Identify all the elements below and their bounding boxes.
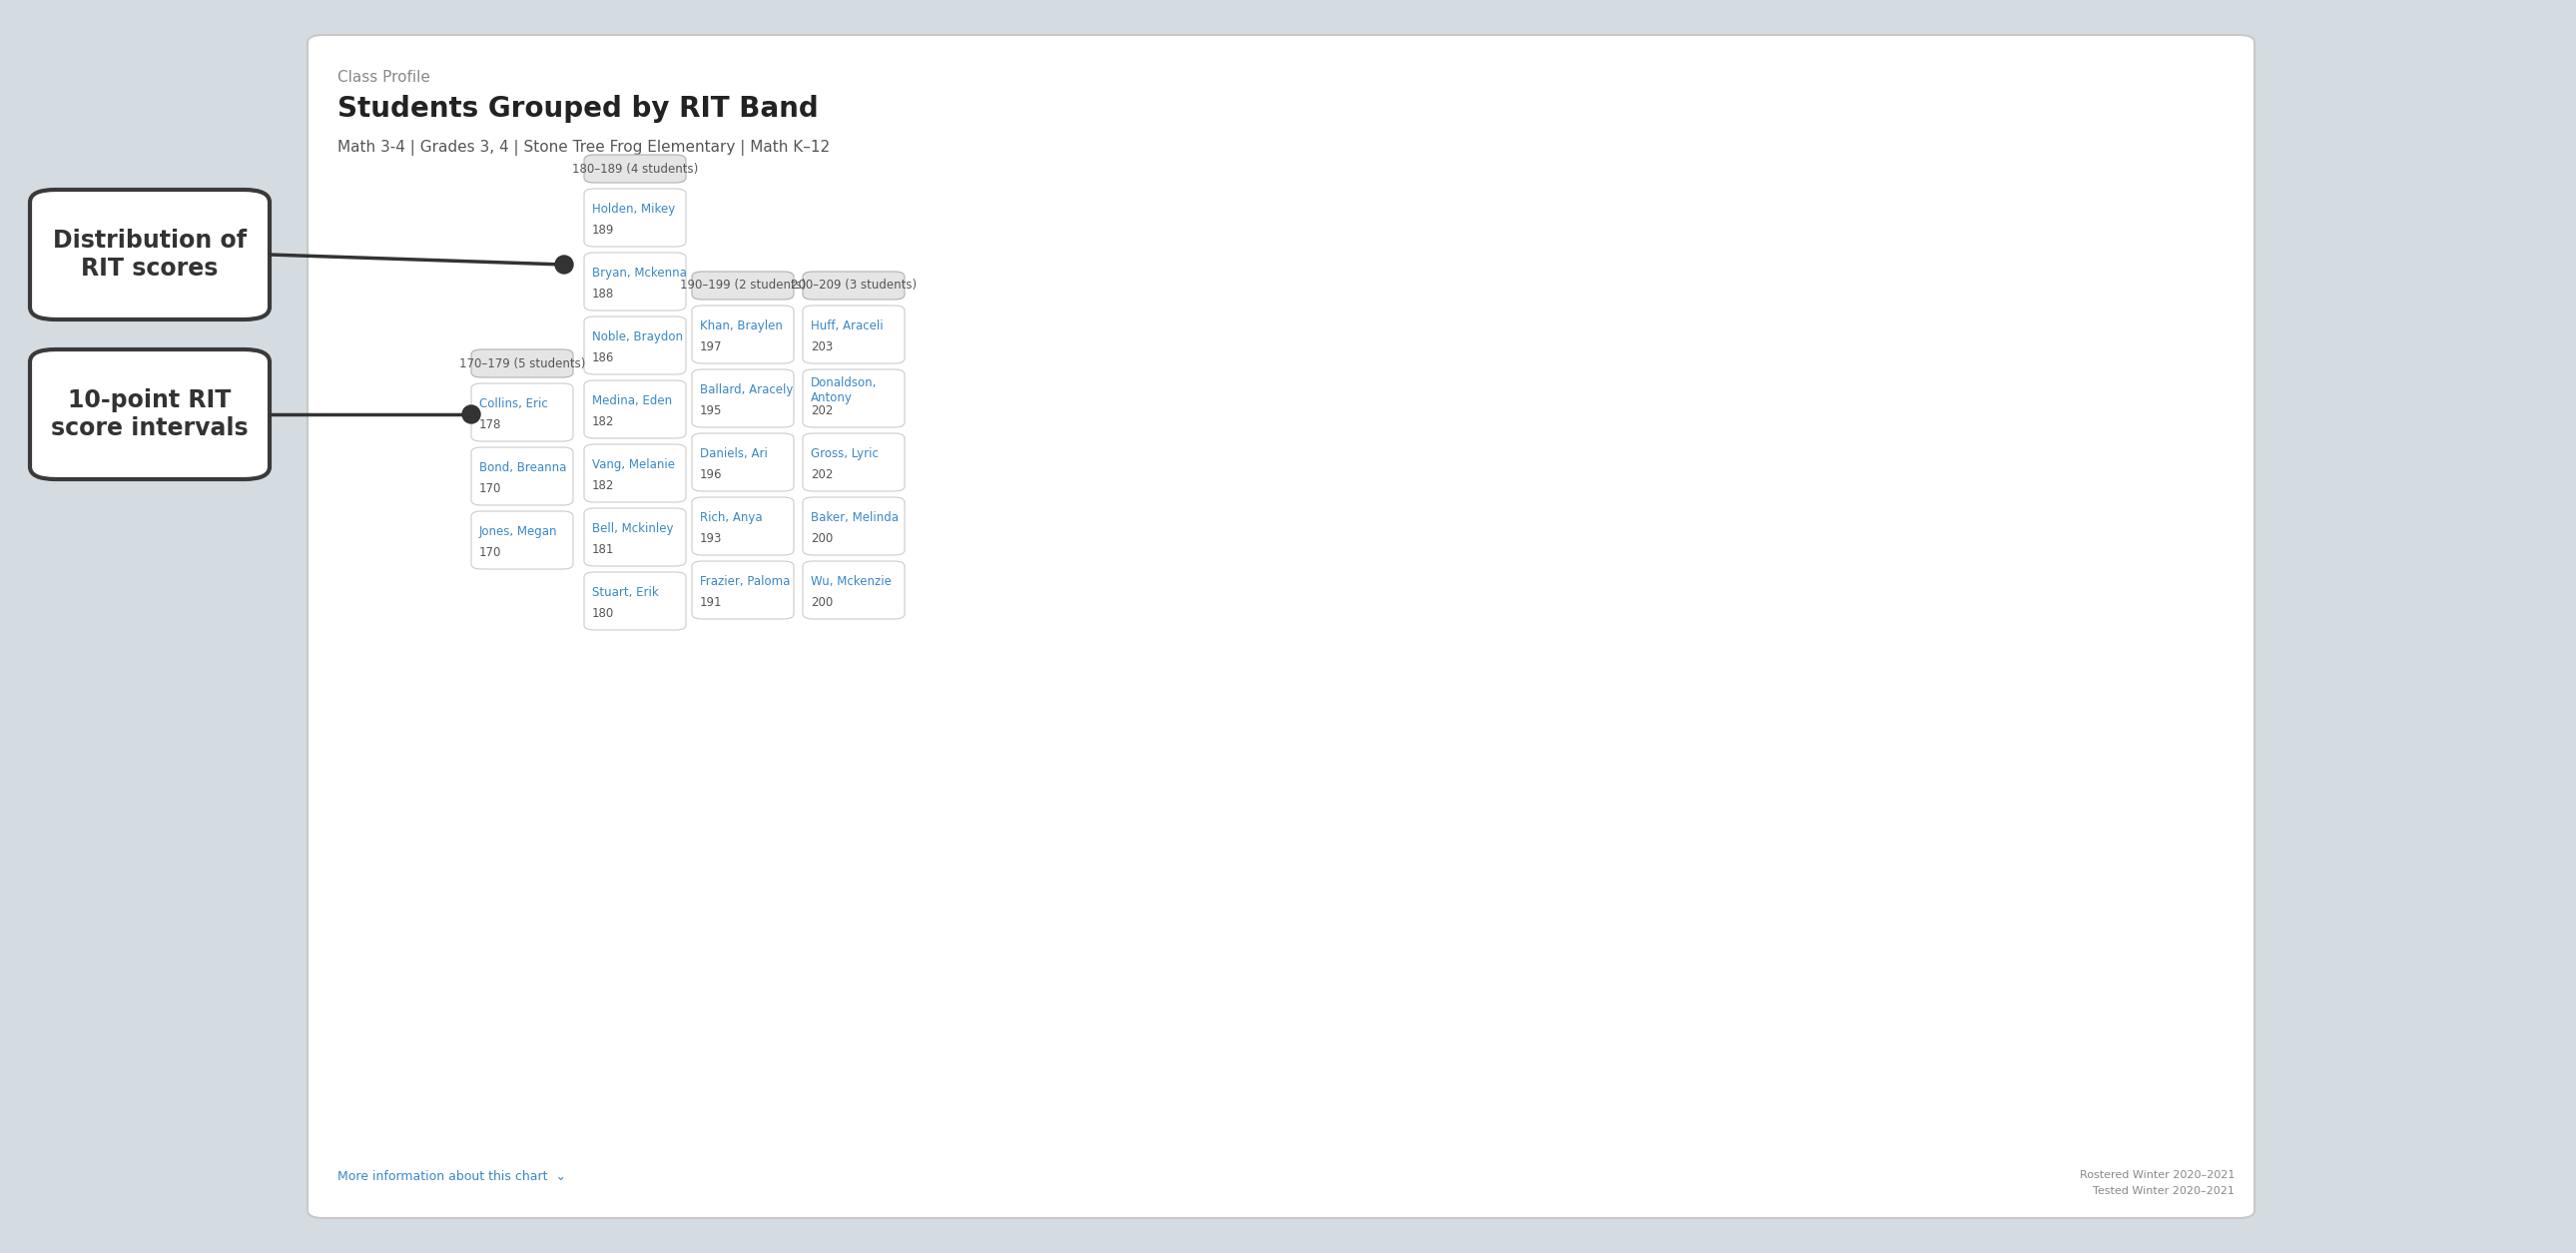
Text: More information about this chart  ⌄: More information about this chart ⌄ [337,1170,567,1183]
Text: 10-point RIT
score intervals: 10-point RIT score intervals [52,388,247,440]
Text: Noble, Braydon: Noble, Braydon [592,331,683,343]
Text: Collins, Eric: Collins, Eric [479,397,549,411]
Text: 191: 191 [701,596,721,609]
Text: 197: 197 [701,341,721,353]
Text: Daniels, Ari: Daniels, Ari [701,447,768,461]
Text: Bell, Mckinley: Bell, Mckinley [592,523,672,535]
Text: Stuart, Erik: Stuart, Erik [592,586,659,599]
Text: Khan, Braylen: Khan, Braylen [701,320,783,333]
Text: Rostered Winter 2020–2021: Rostered Winter 2020–2021 [2079,1170,2233,1180]
Text: Vang, Melanie: Vang, Melanie [592,459,675,471]
Text: 203: 203 [811,341,832,353]
Text: 182: 182 [592,480,616,492]
Text: 195: 195 [701,405,721,417]
Text: Bond, Breanna: Bond, Breanna [479,461,567,475]
Text: 189: 189 [592,224,616,237]
Text: Tested Winter 2020–2021: Tested Winter 2020–2021 [2092,1187,2233,1197]
Text: Distribution of
RIT scores: Distribution of RIT scores [54,229,247,281]
Text: Ballard, Aracely: Ballard, Aracely [701,383,793,397]
Text: 182: 182 [592,416,616,429]
Text: Gross, Lyric: Gross, Lyric [811,447,878,461]
Text: Huff, Araceli: Huff, Araceli [811,320,884,333]
Text: 170–179 (5 students): 170–179 (5 students) [459,357,585,370]
Text: Students Grouped by RIT Band: Students Grouped by RIT Band [337,95,819,123]
Text: 200: 200 [811,533,832,545]
Text: Holden, Mikey: Holden, Mikey [592,203,675,216]
Text: 202: 202 [811,469,832,481]
Text: 202: 202 [811,405,832,417]
Text: Baker, Melinda: Baker, Melinda [811,511,899,525]
Text: Rich, Anya: Rich, Anya [701,511,762,525]
Text: Donaldson,
Antony: Donaldson, Antony [811,376,876,405]
Text: 200–209 (3 students): 200–209 (3 students) [791,279,917,292]
Text: 170: 170 [479,482,502,495]
Text: 188: 188 [592,288,613,301]
Text: Medina, Eden: Medina, Eden [592,395,672,407]
Text: Math 3-4 | Grades 3, 4 | Stone Tree Frog Elementary | Math K–12: Math 3-4 | Grades 3, 4 | Stone Tree Frog… [337,140,829,155]
Text: 200: 200 [811,596,832,609]
Text: 186: 186 [592,352,616,365]
Text: 190–199 (2 students): 190–199 (2 students) [680,279,806,292]
Circle shape [461,406,479,424]
Text: 181: 181 [592,544,616,556]
Text: 196: 196 [701,469,721,481]
Text: Wu, Mckenzie: Wu, Mckenzie [811,575,891,589]
Text: Bryan, Mckenna: Bryan, Mckenna [592,267,688,279]
Text: 178: 178 [479,419,502,431]
Text: 193: 193 [701,533,721,545]
Text: Class Profile: Class Profile [337,70,430,85]
Circle shape [556,256,572,273]
Text: 170: 170 [479,546,502,559]
Text: Jones, Megan: Jones, Megan [479,525,556,539]
Text: Frazier, Paloma: Frazier, Paloma [701,575,791,589]
Text: 180–189 (4 students): 180–189 (4 students) [572,162,698,175]
Text: 180: 180 [592,608,613,620]
